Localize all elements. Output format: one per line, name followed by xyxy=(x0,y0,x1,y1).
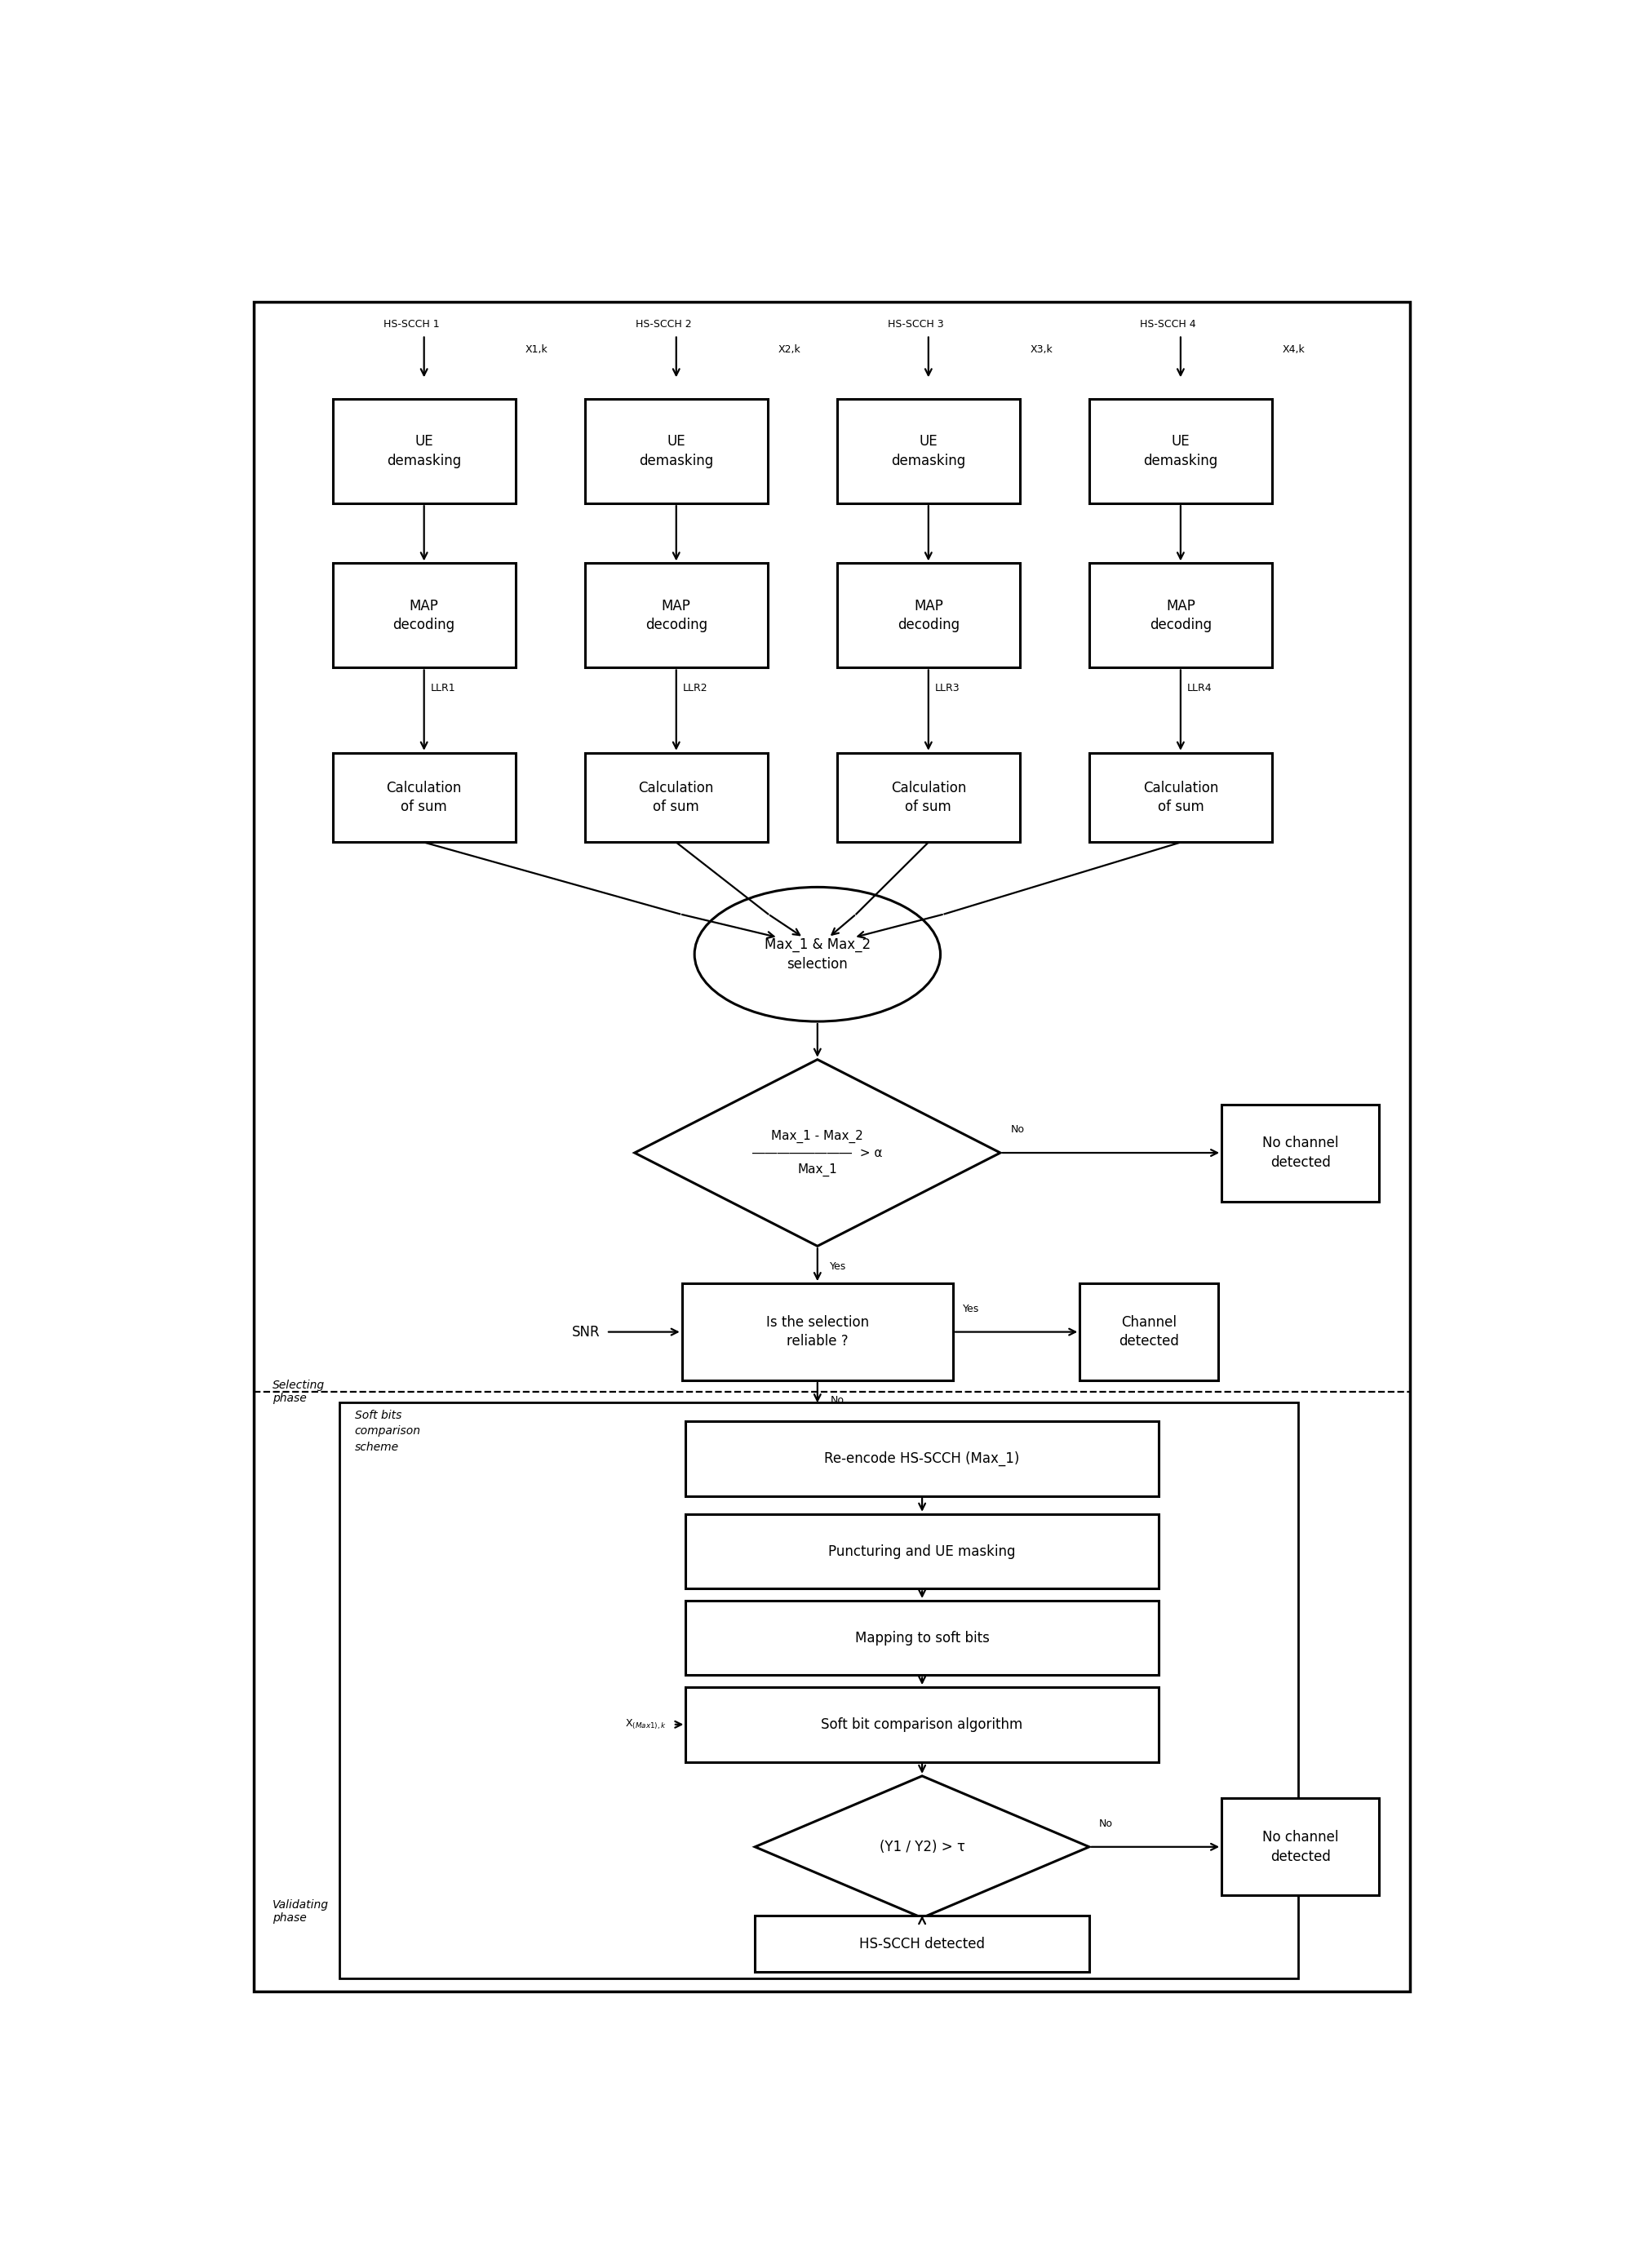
FancyBboxPatch shape xyxy=(332,562,516,667)
Text: MAP
decoding: MAP decoding xyxy=(646,599,708,633)
FancyBboxPatch shape xyxy=(685,1515,1158,1588)
FancyBboxPatch shape xyxy=(584,562,768,667)
Text: HS-SCCH detected: HS-SCCH detected xyxy=(859,1937,984,1950)
Text: UE
demasking: UE demasking xyxy=(1144,433,1219,467)
FancyBboxPatch shape xyxy=(1088,562,1272,667)
Text: Calculation
of sum: Calculation of sum xyxy=(386,780,462,814)
Text: MAP
decoding: MAP decoding xyxy=(1150,599,1212,633)
Text: No: No xyxy=(1010,1125,1025,1134)
Text: LLR2: LLR2 xyxy=(682,683,708,694)
Text: X3,k: X3,k xyxy=(1030,345,1053,356)
Text: No: No xyxy=(1100,1819,1113,1828)
Text: X$_{(Max1),k}$: X$_{(Max1),k}$ xyxy=(625,1717,667,1730)
Text: Re-encode HS-SCCH (Max_1): Re-encode HS-SCCH (Max_1) xyxy=(825,1452,1020,1465)
Text: Channel
detected: Channel detected xyxy=(1119,1315,1180,1349)
Text: Is the selection
reliable ?: Is the selection reliable ? xyxy=(766,1315,869,1349)
Text: HS-SCCH 1: HS-SCCH 1 xyxy=(384,320,439,329)
Polygon shape xyxy=(755,1776,1088,1919)
FancyBboxPatch shape xyxy=(682,1284,953,1381)
Text: No channel
detected: No channel detected xyxy=(1263,1136,1339,1170)
Text: X4,k: X4,k xyxy=(1282,345,1305,356)
Ellipse shape xyxy=(695,887,940,1021)
Text: Puncturing and UE masking: Puncturing and UE masking xyxy=(828,1545,1015,1558)
FancyBboxPatch shape xyxy=(584,399,768,503)
Text: UE
demasking: UE demasking xyxy=(892,433,966,467)
Text: Yes: Yes xyxy=(830,1261,846,1272)
Text: Mapping to soft bits: Mapping to soft bits xyxy=(854,1631,989,1644)
FancyBboxPatch shape xyxy=(1222,1105,1380,1202)
Text: Max_1 & Max_2
selection: Max_1 & Max_2 selection xyxy=(765,937,870,971)
Text: No: No xyxy=(830,1395,844,1406)
FancyBboxPatch shape xyxy=(836,562,1020,667)
FancyBboxPatch shape xyxy=(685,1601,1158,1676)
Text: Yes: Yes xyxy=(934,1932,952,1944)
FancyBboxPatch shape xyxy=(836,753,1020,841)
Text: SNR: SNR xyxy=(571,1325,600,1340)
Text: LLR3: LLR3 xyxy=(934,683,960,694)
Text: Max_1 - Max_2
――――――――  > α
Max_1: Max_1 - Max_2 ―――――――― > α Max_1 xyxy=(752,1129,882,1177)
FancyBboxPatch shape xyxy=(1080,1284,1219,1381)
Text: Selecting
phase: Selecting phase xyxy=(273,1379,325,1404)
FancyBboxPatch shape xyxy=(755,1916,1088,1973)
FancyBboxPatch shape xyxy=(836,399,1020,503)
Text: Calculation
of sum: Calculation of sum xyxy=(1142,780,1219,814)
Text: Validating
phase: Validating phase xyxy=(273,1898,329,1923)
Text: MAP
decoding: MAP decoding xyxy=(394,599,456,633)
Polygon shape xyxy=(635,1059,1001,1245)
Text: No channel
detected: No channel detected xyxy=(1263,1830,1339,1864)
Text: X1,k: X1,k xyxy=(526,345,548,356)
Text: X2,k: X2,k xyxy=(778,345,800,356)
Text: Soft bits
comparison
scheme: Soft bits comparison scheme xyxy=(355,1408,421,1454)
Text: HS-SCCH 4: HS-SCCH 4 xyxy=(1141,320,1196,329)
Text: UE
demasking: UE demasking xyxy=(387,433,462,467)
Text: Soft bit comparison algorithm: Soft bit comparison algorithm xyxy=(822,1717,1023,1733)
Text: MAP
decoding: MAP decoding xyxy=(898,599,960,633)
FancyBboxPatch shape xyxy=(584,753,768,841)
FancyBboxPatch shape xyxy=(332,399,516,503)
Text: Calculation
of sum: Calculation of sum xyxy=(890,780,966,814)
Text: LLR4: LLR4 xyxy=(1186,683,1212,694)
FancyBboxPatch shape xyxy=(685,1422,1158,1497)
FancyBboxPatch shape xyxy=(685,1687,1158,1762)
FancyBboxPatch shape xyxy=(1088,753,1272,841)
FancyBboxPatch shape xyxy=(1222,1799,1380,1896)
Text: UE
demasking: UE demasking xyxy=(639,433,714,467)
Text: HS-SCCH 2: HS-SCCH 2 xyxy=(636,320,691,329)
Text: Calculation
of sum: Calculation of sum xyxy=(638,780,714,814)
Text: LLR1: LLR1 xyxy=(430,683,456,694)
Text: (Y1 / Y2) > τ: (Y1 / Y2) > τ xyxy=(879,1839,965,1855)
FancyBboxPatch shape xyxy=(1088,399,1272,503)
Text: Yes: Yes xyxy=(963,1304,979,1313)
FancyBboxPatch shape xyxy=(332,753,516,841)
Text: HS-SCCH 3: HS-SCCH 3 xyxy=(888,320,944,329)
